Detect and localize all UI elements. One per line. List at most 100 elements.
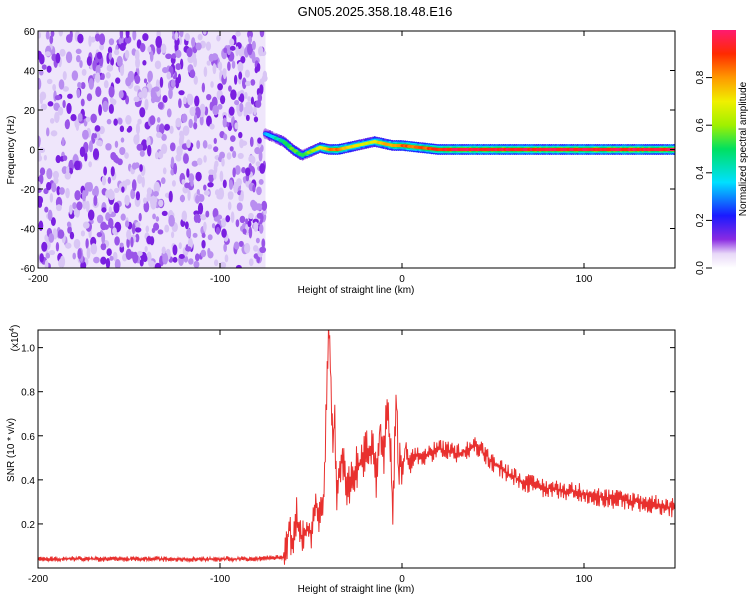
- noise-speckle: [256, 186, 262, 196]
- noise-speckle: [249, 136, 254, 147]
- noise-speckle: [219, 170, 224, 182]
- noise-speckle: [82, 129, 89, 140]
- noise-speckle: [68, 204, 73, 215]
- x-tick-label: 100: [576, 574, 593, 585]
- noise-speckle: [143, 200, 150, 213]
- noise-speckle: [49, 193, 54, 203]
- noise-speckle: [222, 69, 227, 80]
- noise-speckle: [142, 60, 147, 66]
- noise-speckle: [182, 96, 187, 105]
- noise-speckle: [106, 118, 112, 125]
- noise-speckle: [85, 200, 90, 213]
- noise-speckle: [196, 140, 201, 150]
- noise-speckle: [162, 95, 168, 103]
- noise-speckle: [196, 188, 200, 195]
- noise-speckle: [107, 46, 113, 55]
- noise-speckle: [195, 42, 202, 51]
- noise-speckle: [46, 78, 53, 85]
- noise-speckle: [108, 38, 115, 46]
- noise-speckle: [233, 74, 238, 85]
- noise-speckle: [108, 206, 112, 215]
- noise-speckle: [213, 146, 219, 153]
- noise-speckle: [124, 49, 130, 59]
- noise-speckle: [133, 134, 140, 145]
- noise-speckle: [137, 174, 143, 184]
- noise-speckle: [109, 255, 114, 261]
- noise-speckle: [101, 175, 107, 186]
- noise-speckle: [47, 101, 54, 107]
- noise-speckle: [252, 245, 259, 252]
- noise-speckle: [139, 164, 143, 172]
- noise-speckle: [217, 83, 223, 91]
- noise-speckle: [136, 143, 144, 151]
- noise-speckle: [235, 31, 241, 37]
- noise-speckle: [69, 231, 75, 240]
- noise-speckle: [100, 256, 107, 265]
- noise-speckle: [103, 166, 108, 176]
- noise-speckle: [170, 79, 176, 88]
- noise-speckle: [178, 253, 185, 260]
- noise-speckle: [171, 180, 176, 187]
- noise-speckle: [226, 152, 232, 160]
- noise-speckle: [186, 168, 190, 178]
- noise-speckle: [157, 101, 164, 110]
- noise-speckle: [150, 197, 157, 210]
- noise-speckle: [244, 242, 251, 254]
- noise-speckle: [168, 190, 173, 203]
- noise-speckle: [258, 46, 264, 57]
- noise-speckle: [206, 93, 212, 101]
- x-tick-label: -100: [210, 274, 230, 285]
- noise-speckle: [197, 202, 204, 215]
- noise-speckle: [86, 246, 91, 259]
- noise-speckle: [64, 119, 70, 130]
- noise-speckle: [46, 127, 50, 137]
- noise-speckle: [114, 49, 120, 56]
- noise-speckle: [245, 218, 249, 226]
- noise-speckle: [261, 238, 266, 249]
- noise-speckle: [43, 154, 47, 161]
- noise-speckle: [77, 81, 82, 89]
- noise-speckle: [166, 71, 172, 80]
- noise-speckle: [222, 179, 227, 189]
- noise-speckle: [76, 88, 81, 99]
- noise-speckle: [108, 52, 112, 60]
- noise-speckle: [62, 71, 67, 81]
- noise-speckle: [148, 260, 155, 268]
- noise-speckle: [178, 98, 182, 109]
- noise-speckle: [92, 148, 100, 160]
- noise-speckle: [236, 202, 243, 212]
- noise-speckle: [126, 229, 132, 240]
- noise-speckle: [81, 68, 87, 76]
- noise-speckle: [110, 151, 117, 161]
- noise-speckle: [217, 103, 223, 110]
- noise-speckle: [259, 246, 267, 254]
- noise-speckle: [238, 131, 243, 139]
- noise-speckle: [212, 105, 219, 116]
- noise-speckle: [41, 241, 48, 252]
- noise-speckle: [241, 77, 247, 90]
- noise-speckle: [255, 237, 260, 244]
- noise-speckle: [216, 35, 221, 42]
- noise-speckle: [76, 201, 83, 211]
- noise-speckle: [250, 96, 255, 105]
- noise-speckle: [153, 222, 160, 231]
- noise-speckle: [77, 112, 83, 122]
- noise-speckle: [67, 226, 72, 234]
- noise-speckle: [193, 75, 198, 85]
- noise-speckle: [195, 194, 200, 204]
- noise-speckle: [228, 85, 232, 92]
- noise-speckle: [160, 177, 166, 185]
- noise-speckle: [57, 106, 64, 116]
- noise-speckle: [137, 250, 143, 257]
- noise-speckle: [107, 176, 112, 184]
- noise-speckle: [108, 217, 114, 229]
- noise-speckle: [178, 242, 182, 250]
- colorbar-axes: 0.0 0.2 0.4 0.6 0.8: [695, 70, 712, 275]
- noise-speckle: [80, 98, 85, 107]
- noise-speckle: [227, 201, 232, 211]
- noise-speckle: [146, 235, 153, 245]
- noise-speckle: [135, 233, 140, 243]
- noise-speckle: [230, 211, 235, 223]
- noise-speckle: [234, 122, 239, 130]
